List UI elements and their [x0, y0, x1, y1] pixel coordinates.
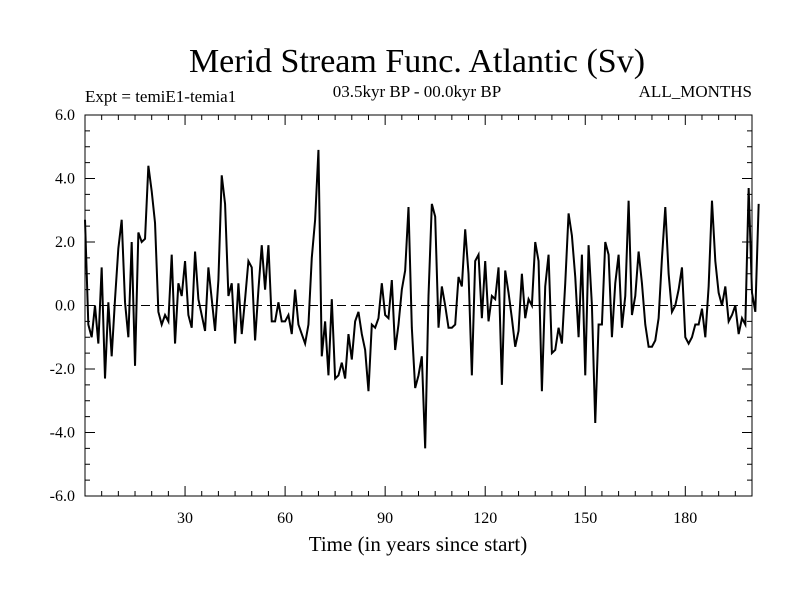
y-tick-label: 4.0	[55, 171, 75, 188]
plot-area: 30 60 90 120 150 180 -6.0 -4.0 -2.0 0.0 2.0 4.0 6.0	[50, 107, 760, 527]
y-tick-label: 6.0	[55, 107, 75, 124]
chart-subtitle-right: ALL_MONTHS	[639, 82, 752, 101]
x-tick-label: 150	[573, 510, 597, 527]
y-tick-label: -6.0	[50, 488, 75, 505]
y-tick-label: -2.0	[50, 361, 75, 378]
x-tick-label: 90	[377, 510, 393, 527]
x-tick-label: 60	[277, 510, 293, 527]
x-axis-label: Time (in years since start)	[309, 532, 528, 556]
series-line	[84, 149, 760, 449]
x-tick-label: 30	[177, 510, 193, 527]
x-tick-label: 180	[673, 510, 697, 527]
chart-title: Merid Stream Func. Atlantic (Sv)	[189, 43, 645, 80]
y-tick-label: 2.0	[55, 234, 75, 251]
y-tick-label: 0.0	[55, 298, 75, 315]
chart-subtitle-left: Expt = temiE1-temia1	[85, 87, 236, 106]
chart-subtitle-center: 03.5kyr BP - 00.0kyr BP	[333, 82, 501, 101]
y-tick-label: -4.0	[50, 425, 75, 442]
x-tick-label: 120	[473, 510, 497, 527]
